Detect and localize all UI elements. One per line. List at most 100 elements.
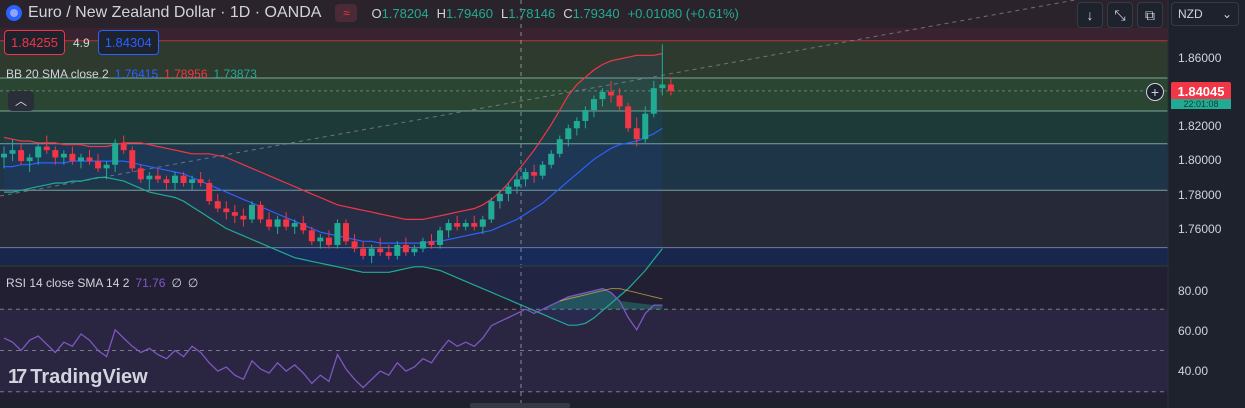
currency-select[interactable]: NZD ⌄ bbox=[1171, 2, 1239, 26]
candle bbox=[112, 139, 119, 173]
high-label: H bbox=[436, 5, 446, 21]
candle bbox=[1, 146, 7, 169]
top-strip bbox=[0, 0, 1168, 28]
zone-band bbox=[0, 28, 1168, 41]
candle bbox=[43, 135, 50, 154]
zone-band bbox=[0, 77, 1168, 111]
candle bbox=[667, 77, 674, 96]
candle-body bbox=[633, 128, 640, 140]
candle bbox=[505, 182, 512, 202]
candle bbox=[223, 201, 230, 220]
candle-body bbox=[488, 201, 495, 220]
candle bbox=[462, 219, 469, 231]
candle-body bbox=[454, 223, 461, 227]
candle bbox=[26, 153, 33, 173]
candle bbox=[385, 244, 392, 260]
candle bbox=[146, 172, 153, 191]
collapse-legend-button[interactable]: ︿ bbox=[8, 91, 34, 111]
candle-body bbox=[223, 208, 230, 213]
candle bbox=[471, 215, 478, 231]
candles[interactable] bbox=[1, 44, 674, 264]
open-label: O bbox=[371, 5, 382, 21]
price-axis[interactable] bbox=[470, 0, 1245, 408]
chevron-up-icon: ︿ bbox=[14, 94, 27, 108]
candle-body bbox=[317, 237, 324, 242]
candle bbox=[539, 161, 546, 180]
candle bbox=[445, 219, 452, 238]
download-icon[interactable]: ↓ bbox=[1077, 2, 1103, 28]
candle-body bbox=[334, 223, 341, 245]
candle bbox=[548, 150, 555, 169]
bb-legend[interactable]: BB 20 SMA close 2 1.76415 1.78956 1.7387… bbox=[6, 67, 257, 81]
candle-body bbox=[206, 182, 213, 202]
candle bbox=[129, 146, 136, 173]
candle bbox=[172, 172, 178, 191]
candle-body bbox=[300, 223, 307, 231]
countdown-label: 22:01:08 bbox=[1171, 99, 1231, 109]
tradingview-mark-icon: 17 bbox=[8, 366, 27, 388]
candle bbox=[86, 150, 93, 165]
candle-body bbox=[522, 172, 529, 180]
candle bbox=[18, 142, 25, 165]
candle-body bbox=[394, 244, 401, 256]
candle bbox=[197, 172, 204, 187]
candle bbox=[411, 244, 418, 256]
candle-body bbox=[214, 201, 221, 209]
zone-band bbox=[0, 247, 1168, 265]
add-alert-icon[interactable]: + bbox=[1146, 83, 1164, 101]
bb-upper-value: 1.78956 bbox=[164, 67, 208, 81]
price-tick: 1.80000 bbox=[1178, 153, 1222, 167]
candle bbox=[317, 234, 324, 249]
candle-body bbox=[496, 193, 503, 202]
candle-body bbox=[137, 168, 144, 180]
wave-icon[interactable]: ≈ bbox=[335, 4, 358, 22]
candle-body bbox=[43, 146, 50, 151]
candle-body bbox=[360, 248, 367, 256]
candle-body bbox=[642, 113, 649, 140]
candle bbox=[103, 161, 110, 180]
candle-body bbox=[325, 237, 332, 245]
candle bbox=[402, 237, 409, 256]
candle bbox=[154, 168, 161, 183]
candle-body bbox=[471, 223, 478, 227]
candle-body bbox=[419, 241, 426, 249]
candle-body bbox=[26, 157, 33, 162]
price-tick: 1.78000 bbox=[1178, 188, 1222, 202]
currency-value: NZD bbox=[1178, 7, 1203, 21]
candle bbox=[308, 226, 315, 245]
candle-body bbox=[257, 204, 264, 220]
symbol-legend[interactable]: Euro / New Zealand Dollar · 1D · OANDA ≈… bbox=[6, 2, 739, 24]
time-scroll-handle bbox=[470, 403, 570, 408]
candle-body bbox=[120, 142, 127, 151]
candle-body bbox=[548, 153, 555, 165]
low-label: L bbox=[500, 5, 509, 21]
spread-value: 4.9 bbox=[73, 35, 90, 50]
candle-body bbox=[172, 175, 178, 183]
candle-body bbox=[146, 175, 153, 180]
fullscreen-icon[interactable]: ⤡ bbox=[1107, 2, 1133, 28]
candle bbox=[266, 212, 273, 231]
rsi-extra-2: ∅ bbox=[187, 276, 199, 290]
rsi-line bbox=[3, 287, 663, 389]
rsi-tick: 60.00 bbox=[1178, 324, 1209, 338]
bb-basis-value: 1.76415 bbox=[114, 67, 159, 81]
candle-body bbox=[266, 219, 273, 227]
candle-body bbox=[556, 139, 563, 154]
rsi-value: 71.76 bbox=[135, 276, 166, 290]
candle-body bbox=[411, 248, 418, 253]
candle bbox=[368, 244, 375, 264]
symbol-title[interactable]: Euro / New Zealand Dollar · 1D · OANDA bbox=[28, 4, 322, 21]
current-price-label: 1.84045 bbox=[1171, 82, 1231, 102]
sell-button[interactable]: 1.84255 bbox=[4, 30, 65, 55]
candle bbox=[514, 172, 520, 194]
screenshot-icon[interactable]: ⧉ bbox=[1137, 2, 1163, 28]
candle-body bbox=[248, 204, 255, 220]
tradingview-logo[interactable]: 17 TradingView bbox=[8, 366, 148, 389]
price-tick: 1.82000 bbox=[1178, 119, 1222, 133]
buy-button[interactable]: 1.84304 bbox=[97, 30, 159, 55]
rsi-pane bbox=[3, 287, 663, 389]
rsi-legend[interactable]: RSI 14 close SMA 14 2 71.76 ∅ ∅ bbox=[6, 276, 198, 290]
candle-body bbox=[599, 91, 606, 100]
